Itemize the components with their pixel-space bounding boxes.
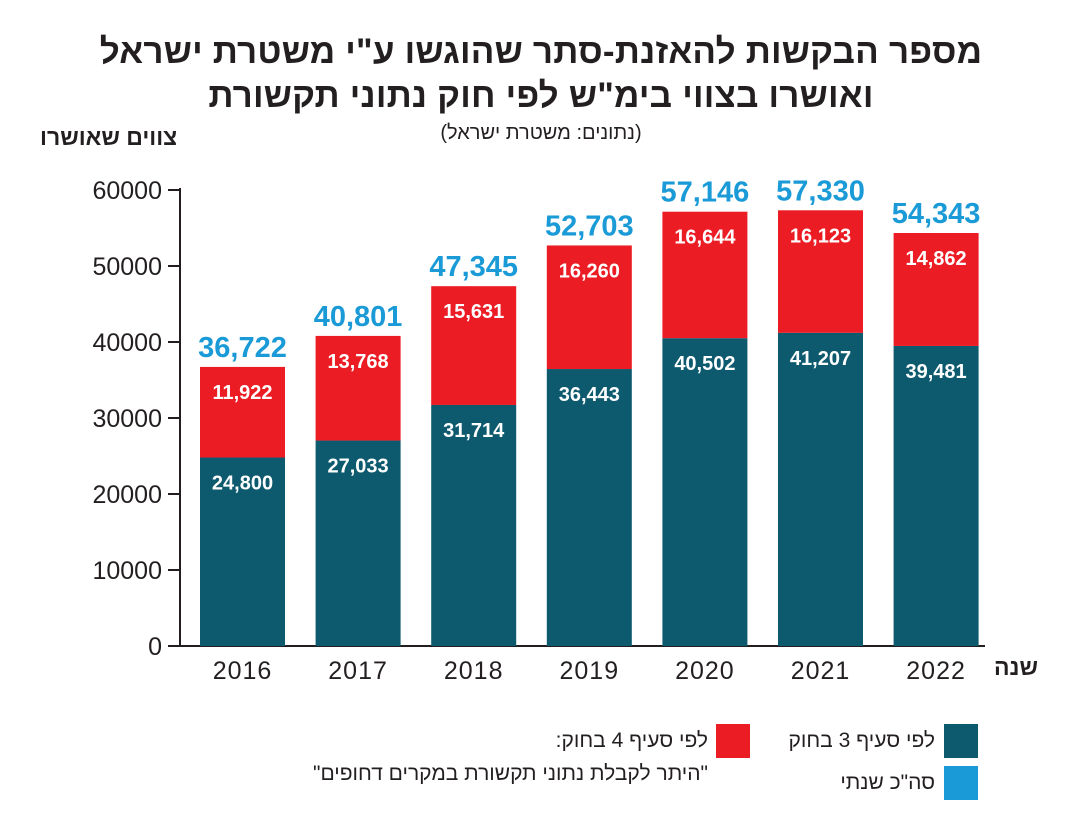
data-label-section3: 31,714 (443, 420, 505, 442)
y-tick-label: 30000 (92, 405, 162, 433)
y-tick-label: 60000 (92, 177, 162, 205)
data-label-section4: 16,123 (790, 225, 851, 247)
data-label-section4: 14,862 (906, 248, 967, 270)
chart-title-line2: ואושרו בצווי בימ"ש לפי חוק נתוני תקשורת (208, 76, 874, 115)
x-tick-label: 2021 (791, 657, 851, 685)
x-tick-label: 2019 (559, 657, 619, 685)
legend-label-total: סה"כ שנתי (840, 771, 935, 794)
data-label-section3: 27,033 (328, 456, 389, 478)
data-label-section4: 15,631 (443, 301, 504, 323)
bar-section3 (315, 440, 401, 646)
data-label-section4: 11,922 (212, 382, 272, 404)
bar-section3 (200, 457, 285, 646)
bar-section4 (546, 245, 632, 370)
bar-section3 (662, 338, 748, 646)
bar-section4 (315, 335, 401, 441)
legend-label-section3: לפי סעיף 3 בחוק (788, 729, 936, 752)
bar-section4 (200, 366, 285, 458)
chart-source: (נתונים: משטרת ישראל) (440, 122, 642, 144)
legend-label-section4: לפי סעיף 4 בחוק: (555, 729, 708, 752)
bar-section4 (431, 286, 517, 405)
bar-section3 (546, 369, 632, 646)
data-label-section4: 16,260 (559, 260, 620, 282)
chart-title-line1: מספר הבקשות להאזנת-סתר שהוגשו ע"י משטרת … (99, 32, 983, 71)
x-axis-label: שנה (994, 654, 1038, 680)
legend-swatch-section3 (944, 724, 978, 758)
legend-swatch-section4 (716, 724, 750, 758)
data-label-total: 47,345 (429, 251, 518, 283)
y-tick-label: 20000 (92, 481, 162, 509)
data-label-section3: 39,481 (906, 361, 967, 383)
bar-section3 (893, 345, 979, 646)
data-label-section3: 24,800 (212, 473, 273, 495)
data-label-total: 57,330 (776, 175, 865, 207)
data-label-section3: 41,207 (790, 348, 851, 370)
data-label-total: 40,801 (314, 301, 403, 333)
y-tick-label: 0 (148, 633, 162, 661)
bar-section4 (662, 211, 748, 339)
data-label-total: 54,343 (892, 198, 981, 230)
legend-swatch-total (944, 766, 978, 800)
x-tick-label: 2022 (906, 657, 966, 685)
data-label-total: 57,146 (661, 177, 750, 209)
x-tick-label: 2020 (675, 657, 735, 685)
data-label-total: 52,703 (545, 210, 634, 242)
y-tick-label: 50000 (92, 253, 162, 281)
data-label-total: 36,722 (198, 332, 287, 364)
legend-label-section4-note: "היתר לקבלת נתוני תקשורת במקרים דחופים" (313, 762, 708, 785)
y-tick-label: 40000 (92, 329, 162, 357)
x-tick-label: 2017 (328, 657, 388, 685)
y-axis-label: צווים שאושרו (40, 124, 178, 150)
y-tick-label: 10000 (92, 557, 162, 585)
x-tick-label: 2016 (213, 657, 273, 685)
data-label-section3: 40,502 (674, 353, 735, 375)
bar-section4 (893, 232, 979, 346)
data-label-section4: 16,644 (674, 227, 736, 249)
bar-section3 (431, 404, 517, 646)
bar-section4 (778, 210, 863, 333)
bar-section3 (778, 332, 863, 646)
data-label-section4: 13,768 (328, 351, 389, 373)
x-tick-label: 2018 (444, 657, 504, 685)
data-label-section3: 36,443 (559, 384, 620, 406)
